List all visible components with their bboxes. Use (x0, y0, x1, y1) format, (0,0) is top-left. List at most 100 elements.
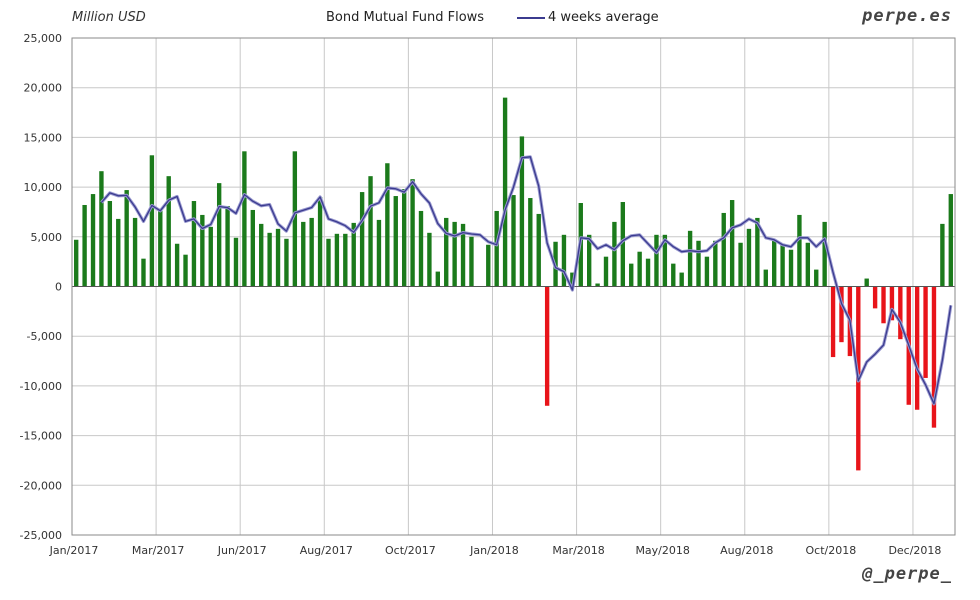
flow-bar (595, 283, 600, 287)
brand-watermark-top: perpe.es (862, 6, 952, 26)
flow-bar (830, 286, 836, 358)
flow-bar (427, 232, 432, 287)
flow-bar (418, 210, 424, 287)
flow-bar (301, 221, 306, 287)
legend-label: 4 weeks average (548, 10, 659, 25)
flow-bar (326, 238, 331, 287)
x-tick-label: Jan/2018 (469, 544, 519, 557)
plot-border (71, 37, 956, 536)
flow-bar (132, 217, 138, 287)
flow-bar (334, 233, 340, 287)
y-tick-label: -20,000 (20, 479, 62, 492)
flow-bar (898, 286, 903, 340)
x-tick-label: Mar/2017 (132, 544, 184, 557)
flow-bar (696, 240, 701, 287)
flow-bar (889, 286, 895, 321)
x-tick-label: Dec/2018 (888, 544, 941, 557)
flow-bar (208, 226, 213, 287)
flow-bar (351, 222, 356, 287)
average-line (100, 156, 952, 405)
flow-bar (317, 197, 323, 287)
flow-bar (570, 272, 575, 287)
x-tick-label: Jan/2017 (49, 544, 99, 557)
flow-bar (839, 286, 844, 343)
flow-bar (772, 239, 777, 287)
flow-bar (250, 209, 255, 287)
flow-bar (738, 242, 743, 287)
flow-bar (561, 234, 567, 287)
flow-bar (629, 263, 634, 287)
flow-bar (99, 171, 104, 287)
y-tick-label: 10,000 (24, 181, 63, 194)
flow-bar (814, 269, 819, 287)
flow-bar (166, 176, 171, 287)
flow-bar (721, 212, 726, 287)
flow-bar (612, 221, 617, 287)
y-tick-label: 0 (55, 281, 62, 294)
flow-bar (200, 214, 205, 287)
x-tick-label: Aug/2017 (300, 544, 353, 557)
flow-bar (233, 237, 239, 287)
flow-bar (74, 239, 79, 287)
flow-bar (544, 286, 550, 406)
flow-bar (654, 234, 659, 287)
flow-bar (931, 286, 937, 428)
flow-bar (385, 163, 390, 287)
flow-bar (645, 258, 651, 287)
flow-bar (116, 218, 121, 287)
y-unit-label: Million USD (72, 10, 146, 25)
chart-title: Bond Mutual Fund Flows (326, 10, 485, 25)
x-tick-label: May/2018 (635, 544, 689, 557)
flow-bar (183, 254, 188, 287)
flow-bar (460, 223, 466, 287)
flow-bar (780, 243, 785, 287)
flow-bar (401, 189, 407, 287)
flow-bar (797, 214, 802, 287)
flow-bar (82, 204, 87, 287)
flow-bar (914, 286, 920, 410)
y-tick-label: -15,000 (20, 430, 62, 443)
flow-bar (444, 217, 449, 287)
flow-bar (368, 176, 373, 287)
legend: 4 weeks average (517, 10, 659, 25)
flow-bar (90, 194, 96, 287)
y-tick-label: -5,000 (27, 330, 62, 343)
flow-bar (864, 278, 869, 287)
flow-bar (948, 194, 953, 287)
flow-bar (149, 155, 155, 287)
flow-bar (872, 286, 878, 309)
flow-bar (679, 272, 684, 287)
flow-bar (242, 151, 247, 287)
y-tick-label: 25,000 (24, 32, 63, 45)
flow-bar (107, 201, 113, 287)
flow-bar (216, 183, 222, 287)
y-tick-label: 20,000 (24, 82, 63, 95)
flow-bar (225, 205, 230, 287)
flow-bar (410, 179, 415, 287)
flow-bar (713, 240, 718, 287)
flow-bar (141, 258, 146, 287)
flow-bar (452, 221, 457, 287)
flow-bar (309, 217, 314, 287)
flow-bar (376, 219, 382, 287)
flow-bar (519, 136, 525, 287)
flow-bar (763, 269, 768, 287)
flow-bar (284, 238, 289, 287)
flow-bar (124, 190, 129, 287)
flow-bar (158, 210, 163, 287)
flow-bar (292, 151, 298, 287)
y-tick-label: 15,000 (24, 131, 63, 144)
flow-bar (486, 244, 491, 287)
flow-bar (469, 236, 474, 287)
flow-bar (822, 221, 827, 287)
flow-bar (805, 242, 811, 287)
flow-bar (502, 97, 508, 287)
flow-bar (746, 228, 752, 287)
flow-bar (393, 196, 398, 287)
flow-bar (275, 228, 281, 287)
y-tick-label: 5,000 (31, 231, 63, 244)
flow-bar (881, 286, 886, 324)
flow-bar (755, 217, 760, 287)
flow-bar (494, 210, 499, 287)
